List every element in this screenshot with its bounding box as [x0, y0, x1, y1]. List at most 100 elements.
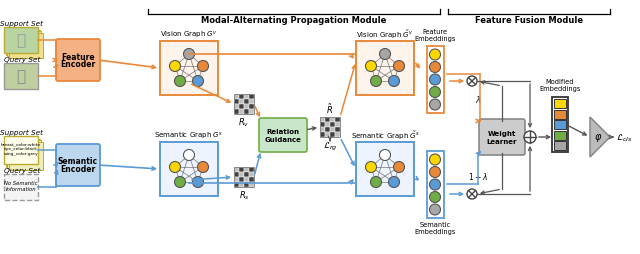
Text: eye_color:black: eye_color:black: [4, 146, 38, 150]
Circle shape: [429, 179, 440, 190]
Circle shape: [365, 162, 376, 173]
Text: Semantic Graph $G^s$: Semantic Graph $G^s$: [154, 131, 223, 141]
Bar: [239, 177, 244, 182]
Text: Modal-Alternating Propagation Module: Modal-Alternating Propagation Module: [202, 16, 387, 25]
Bar: [249, 177, 254, 182]
Text: Information: Information: [6, 187, 36, 192]
Bar: [234, 109, 239, 115]
FancyBboxPatch shape: [56, 145, 100, 186]
Bar: [8, 33, 42, 58]
Bar: [234, 177, 239, 182]
Circle shape: [193, 177, 204, 188]
FancyBboxPatch shape: [56, 40, 100, 82]
Circle shape: [429, 50, 440, 61]
Circle shape: [467, 77, 477, 87]
Bar: [426, 151, 444, 218]
Circle shape: [429, 204, 440, 215]
Circle shape: [394, 162, 404, 173]
Bar: [249, 167, 254, 172]
Text: Semantic: Semantic: [58, 157, 98, 166]
Circle shape: [175, 76, 186, 87]
Text: $\mathcal{L}_{rg}$: $\mathcal{L}_{rg}$: [323, 140, 337, 152]
Text: 𝄞: 𝄞: [17, 33, 26, 48]
Circle shape: [371, 177, 381, 188]
Bar: [320, 122, 325, 128]
Bar: [6, 139, 40, 167]
Bar: [160, 142, 218, 196]
Text: Feature: Feature: [61, 52, 95, 61]
Bar: [239, 100, 244, 105]
Bar: [330, 128, 335, 133]
Text: breast_color:white: breast_color:white: [1, 141, 41, 146]
Text: Query Set: Query Set: [4, 57, 40, 63]
Text: Query Set: Query Set: [4, 167, 40, 173]
Circle shape: [429, 87, 440, 98]
Text: Semantic
Embeddings: Semantic Embeddings: [414, 221, 456, 234]
Bar: [330, 122, 335, 128]
Text: Encoder: Encoder: [60, 165, 95, 174]
Bar: [554, 100, 566, 108]
Polygon shape: [590, 118, 610, 157]
Circle shape: [394, 61, 404, 72]
Bar: [320, 133, 325, 137]
Bar: [356, 42, 414, 96]
Bar: [234, 182, 239, 187]
Bar: [554, 110, 566, 119]
Text: $\varphi$: $\varphi$: [594, 132, 602, 144]
Bar: [552, 98, 568, 152]
Bar: [426, 47, 444, 114]
Bar: [244, 177, 249, 182]
Bar: [335, 128, 340, 133]
Bar: [234, 95, 239, 100]
Bar: [234, 95, 254, 115]
Bar: [244, 100, 249, 105]
Bar: [320, 128, 325, 133]
Bar: [244, 105, 249, 109]
Bar: [335, 122, 340, 128]
Circle shape: [380, 49, 390, 60]
Bar: [244, 109, 249, 115]
Circle shape: [388, 76, 399, 87]
Text: wing_color:grey: wing_color:grey: [4, 151, 38, 155]
Bar: [554, 131, 566, 140]
Bar: [249, 95, 254, 100]
Bar: [4, 28, 38, 54]
Bar: [234, 167, 254, 187]
Bar: [4, 136, 38, 164]
Bar: [335, 118, 340, 122]
Circle shape: [371, 76, 381, 87]
Bar: [244, 172, 249, 177]
Bar: [244, 182, 249, 187]
Bar: [356, 142, 414, 196]
Text: Vision Graph $\tilde{G}^v$: Vision Graph $\tilde{G}^v$: [356, 29, 413, 41]
Text: Support Set: Support Set: [1, 130, 44, 136]
Bar: [325, 128, 330, 133]
Bar: [239, 95, 244, 100]
Bar: [234, 167, 239, 172]
Circle shape: [429, 167, 440, 178]
Circle shape: [184, 49, 195, 60]
Bar: [249, 109, 254, 115]
Bar: [4, 174, 38, 200]
Bar: [6, 30, 40, 55]
Bar: [249, 100, 254, 105]
Bar: [239, 167, 244, 172]
Bar: [249, 172, 254, 177]
Bar: [239, 109, 244, 115]
Text: $\mathcal{L}_{cls}$: $\mathcal{L}_{cls}$: [616, 132, 633, 143]
Bar: [244, 95, 249, 100]
Bar: [320, 118, 340, 137]
Bar: [160, 42, 218, 96]
Circle shape: [170, 61, 180, 72]
FancyBboxPatch shape: [259, 119, 307, 152]
Text: Feature
Embeddings: Feature Embeddings: [414, 29, 456, 42]
Bar: [249, 105, 254, 109]
Bar: [325, 122, 330, 128]
Text: Learner: Learner: [487, 138, 517, 145]
Circle shape: [467, 189, 477, 199]
Bar: [325, 133, 330, 137]
Text: $1-\lambda$: $1-\lambda$: [468, 171, 488, 182]
Bar: [7, 140, 41, 168]
Bar: [239, 172, 244, 177]
Bar: [234, 172, 239, 177]
